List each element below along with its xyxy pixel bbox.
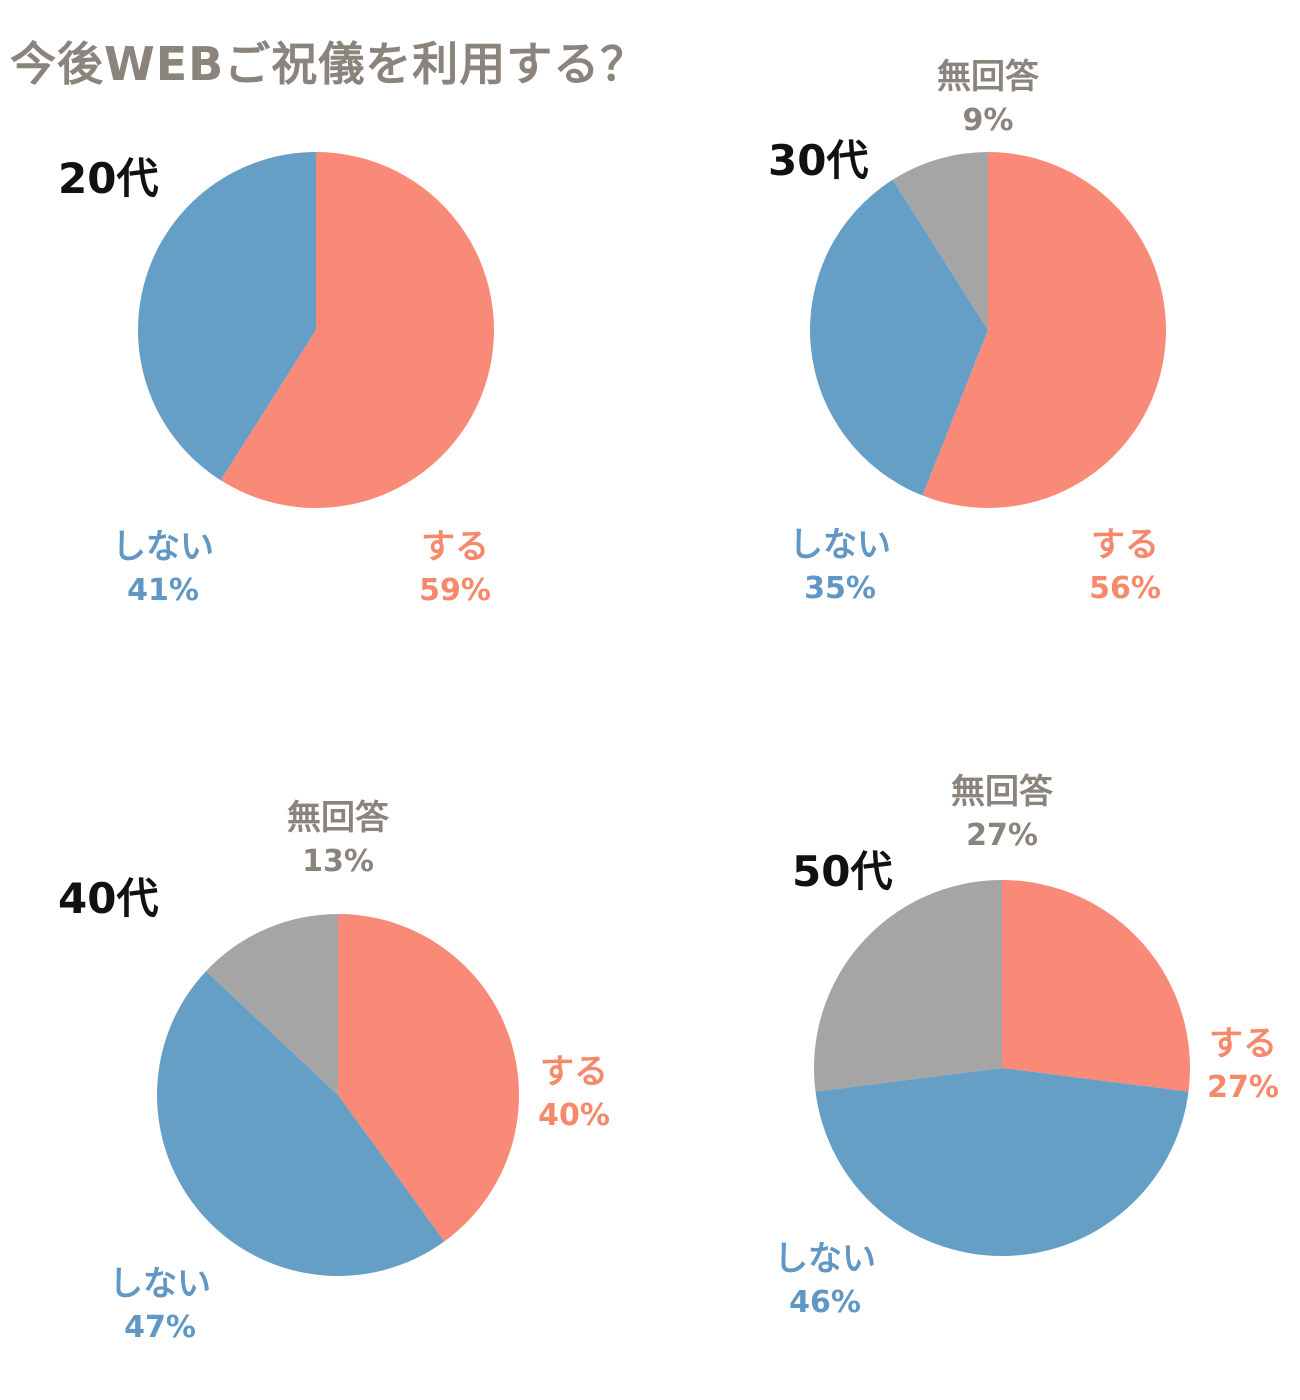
slice-label-40s-mukaitou: 無回答 13% xyxy=(287,796,389,884)
slice-name: しない xyxy=(774,1239,876,1279)
slice-value: 56% xyxy=(1089,571,1161,606)
slice-label-30s-mukaitou: 無回答 9% xyxy=(937,55,1039,143)
chart-title-40s: 40代 xyxy=(58,874,159,923)
slice-value: 13% xyxy=(302,844,374,879)
chart-title-50s: 50代 xyxy=(792,847,893,896)
pie-slice-shinai xyxy=(810,179,988,496)
pie-chart-30s xyxy=(810,152,1166,508)
slice-value: 46% xyxy=(789,1285,861,1320)
slice-label-40s-shinai: しない 47% xyxy=(109,1262,211,1350)
pie-slice-shinai xyxy=(137,152,316,481)
pie-chart-40s xyxy=(156,914,520,1276)
slice-label-20s-suru: する 59% xyxy=(419,525,491,613)
slice-value: 35% xyxy=(804,571,876,606)
pie-slice-suru xyxy=(1002,880,1190,1092)
slice-label-30s-shinai: しない 35% xyxy=(789,523,891,611)
slice-name: 無回答 xyxy=(951,772,1053,812)
slice-name: しない xyxy=(112,527,214,567)
slice-name: する xyxy=(1091,525,1159,565)
chart-title-30s: 30代 xyxy=(768,136,869,185)
slice-value: 27% xyxy=(1207,1070,1279,1105)
slice-value: 40% xyxy=(538,1098,610,1133)
pie-slice-shinai xyxy=(156,971,445,1276)
pie-slice-suru xyxy=(220,152,494,508)
pie-slice-mukaitou xyxy=(206,914,338,1095)
pie-chart-50s xyxy=(814,880,1190,1256)
page-title: 今後WEBご祝儀を利用する？ xyxy=(10,37,648,91)
slice-value: 47% xyxy=(124,1310,196,1345)
slice-value: 27% xyxy=(966,818,1038,853)
slice-label-50s-suru: する 27% xyxy=(1207,1022,1279,1110)
slice-label-50s-shinai: しない 46% xyxy=(774,1237,876,1325)
slice-value: 9% xyxy=(962,103,1014,138)
slice-label-40s-suru: する 40% xyxy=(538,1050,610,1138)
pie-slice-mukaitou xyxy=(892,152,988,330)
slice-value: 59% xyxy=(419,573,491,608)
pie-slice-suru xyxy=(338,914,520,1242)
slice-name: する xyxy=(421,527,489,567)
slice-label-30s-suru: する 56% xyxy=(1089,523,1161,611)
slice-name: する xyxy=(1209,1024,1277,1064)
slice-label-50s-mukaitou: 無回答 27% xyxy=(951,770,1053,858)
slice-value: 41% xyxy=(127,573,199,608)
pie-slice-shinai xyxy=(815,1068,1189,1256)
slice-name: 無回答 xyxy=(937,57,1039,97)
pie-chart-20s xyxy=(137,152,494,508)
pie-slice-suru xyxy=(922,152,1166,508)
slice-label-20s-shinai: しない 41% xyxy=(112,525,214,613)
pie-slice-mukaitou xyxy=(814,880,1002,1092)
slice-name: しない xyxy=(789,525,891,565)
slice-name: しない xyxy=(109,1264,211,1304)
chart-title-20s: 20代 xyxy=(58,154,159,203)
slice-name: 無回答 xyxy=(287,798,389,838)
slice-name: する xyxy=(540,1052,608,1092)
